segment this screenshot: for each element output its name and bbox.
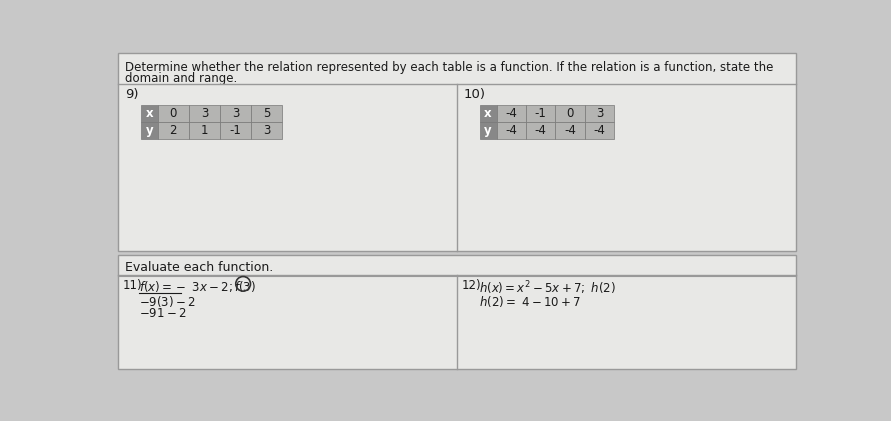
Bar [220, 105, 251, 122]
Text: -4: -4 [505, 124, 517, 137]
Bar [220, 122, 251, 139]
Text: 3: 3 [200, 107, 208, 120]
Text: Evaluate each function.: Evaluate each function. [126, 261, 274, 274]
Text: 3: 3 [596, 107, 603, 120]
Text: x: x [145, 107, 153, 120]
Text: -4: -4 [535, 124, 547, 137]
Bar [496, 122, 526, 139]
Bar [189, 122, 220, 139]
Text: 1: 1 [200, 124, 208, 137]
Text: $h(2){=}\ 4 - 10 + 7$: $h(2){=}\ 4 - 10 + 7$ [478, 294, 581, 309]
Bar [479, 105, 496, 122]
Text: -4: -4 [505, 107, 517, 120]
Bar [555, 105, 584, 122]
Text: $-91-2$: $-91-2$ [139, 307, 187, 320]
Text: $f(3)$: $f(3)$ [233, 279, 256, 294]
Text: $-9(3)-2$: $-9(3)-2$ [139, 294, 196, 309]
Bar [141, 122, 158, 139]
Text: -4: -4 [593, 124, 606, 137]
Text: 9): 9) [126, 88, 139, 101]
Text: -4: -4 [564, 124, 576, 137]
Bar [141, 105, 158, 122]
Text: 0: 0 [567, 107, 574, 120]
Bar [158, 122, 189, 139]
Text: 3: 3 [263, 124, 270, 137]
Bar [584, 105, 615, 122]
Text: -1: -1 [230, 124, 241, 137]
Text: -1: -1 [535, 107, 547, 120]
Text: 3: 3 [232, 107, 239, 120]
Text: 10): 10) [464, 88, 486, 101]
Bar [496, 105, 526, 122]
Bar [526, 122, 555, 139]
Bar [118, 53, 796, 251]
Text: 0: 0 [169, 107, 177, 120]
Text: $h(x) = x^2 - 5x + 7;\ h(2)$: $h(x) = x^2 - 5x + 7;\ h(2)$ [478, 279, 616, 297]
Text: y: y [484, 124, 492, 137]
Bar [526, 105, 555, 122]
Bar [118, 256, 796, 368]
Text: 2: 2 [169, 124, 177, 137]
Text: x: x [484, 107, 492, 120]
Bar [251, 105, 282, 122]
Text: domain and range.: domain and range. [126, 72, 238, 85]
Bar [584, 122, 615, 139]
Text: 12): 12) [462, 279, 481, 292]
Text: 11): 11) [122, 279, 142, 292]
Bar [555, 122, 584, 139]
Text: Determine whether the relation represented by each table is a function. If the r: Determine whether the relation represent… [126, 61, 773, 74]
Text: 5: 5 [263, 107, 270, 120]
Bar [189, 105, 220, 122]
Bar [158, 105, 189, 122]
Bar [479, 122, 496, 139]
Text: $f(x) = -\ 3x - 2;$: $f(x) = -\ 3x - 2;$ [139, 279, 233, 294]
Bar [251, 122, 282, 139]
Text: y: y [145, 124, 153, 137]
